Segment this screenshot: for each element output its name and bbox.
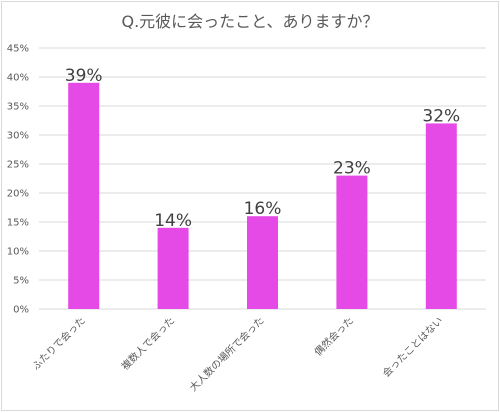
bar [157, 227, 189, 309]
y-tick-label: 30% [7, 131, 29, 142]
bar [336, 175, 368, 309]
x-tick-label: 大人数の場所で会った [187, 314, 267, 394]
x-tick-label: ふたりで会った [29, 314, 88, 373]
y-tick-label: 10% [7, 247, 29, 258]
y-tick-label: 0% [13, 305, 29, 316]
bar [68, 82, 100, 309]
data-label: 23% [333, 159, 371, 179]
chart-title: Q.元彼に会ったこと、ありますか？ [121, 12, 379, 31]
y-tick-label: 45% [7, 44, 29, 55]
data-label: 39% [65, 66, 103, 86]
y-tick-label: 25% [7, 160, 29, 171]
bar [247, 216, 278, 309]
y-tick-label: 40% [7, 73, 29, 84]
y-tick-label: 20% [7, 189, 29, 200]
data-label: 32% [422, 106, 460, 126]
x-tick-label: 偶然会った [311, 314, 356, 359]
data-label: 14% [154, 211, 192, 231]
x-tick-label: 会ったことはない [380, 314, 446, 380]
y-tick-label: 35% [7, 102, 29, 113]
bar [425, 123, 457, 310]
y-tick-label: 5% [13, 276, 29, 287]
y-tick-label: 15% [7, 218, 29, 229]
x-tick-label: 複数人で会った [119, 314, 178, 373]
data-label: 16% [244, 199, 282, 219]
